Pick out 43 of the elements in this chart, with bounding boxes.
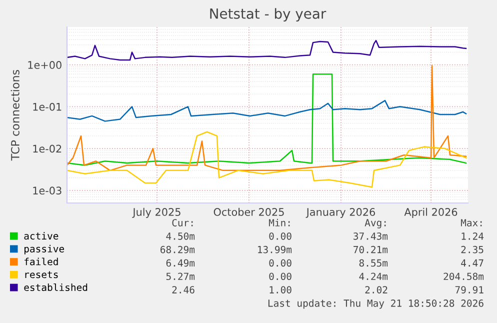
text: 4.24m: [359, 272, 388, 280]
text: 1.24: [462, 232, 484, 240]
x-tick-label: April 2026: [404, 208, 458, 218]
text: 2.46: [172, 286, 194, 294]
y-axis-title: TCP connections: [10, 70, 20, 161]
legend-label: resets: [25, 271, 58, 278]
text: Cur:: [172, 219, 193, 226]
text: 5.27m: [166, 272, 195, 280]
text: 0.00: [269, 272, 292, 280]
text: 0.00: [269, 232, 292, 240]
text: 4.47: [461, 259, 484, 267]
text: Last update: Thu May 21 18:50:28 2026: [268, 299, 484, 309]
y-tick-label: 1e-03: [33, 186, 62, 195]
text: 70.21m: [354, 246, 388, 254]
legend-label: active: [24, 232, 58, 240]
text: 0.00: [269, 259, 292, 267]
legend-label: passive: [24, 244, 64, 254]
text: 2.02: [365, 286, 388, 294]
text: 2.35: [461, 246, 484, 254]
text: Avg:: [364, 219, 386, 228]
text: 204.58m: [444, 272, 484, 280]
line-series: [67, 40, 467, 61]
chart-title: Netstat - by year: [210, 8, 326, 22]
y-tick-label: 1e-01: [33, 102, 62, 111]
text: 4.50m: [166, 232, 195, 240]
text: Max:: [460, 219, 482, 226]
text: 13.99m: [258, 246, 292, 254]
text: Min:: [268, 218, 290, 226]
x-tick-label: January 2026: [306, 208, 375, 218]
x-tick-label: October 2025: [214, 208, 284, 216]
legend-label: established: [24, 283, 88, 292]
y-tick-label: 1e-02: [33, 144, 62, 153]
text: 37.43m: [354, 232, 388, 240]
y-tick-label: 1e+00: [28, 61, 62, 69]
text: 68.29m: [160, 246, 195, 254]
text: 79.91: [455, 286, 484, 294]
x-tick-label: July 2025: [132, 208, 180, 218]
line-series: [67, 131, 467, 188]
line-series: [67, 100, 467, 122]
text: 8.55m: [359, 259, 388, 267]
legend-label: failed: [24, 258, 58, 266]
text: 1.00: [270, 286, 292, 294]
text: 6.49m: [166, 259, 195, 267]
